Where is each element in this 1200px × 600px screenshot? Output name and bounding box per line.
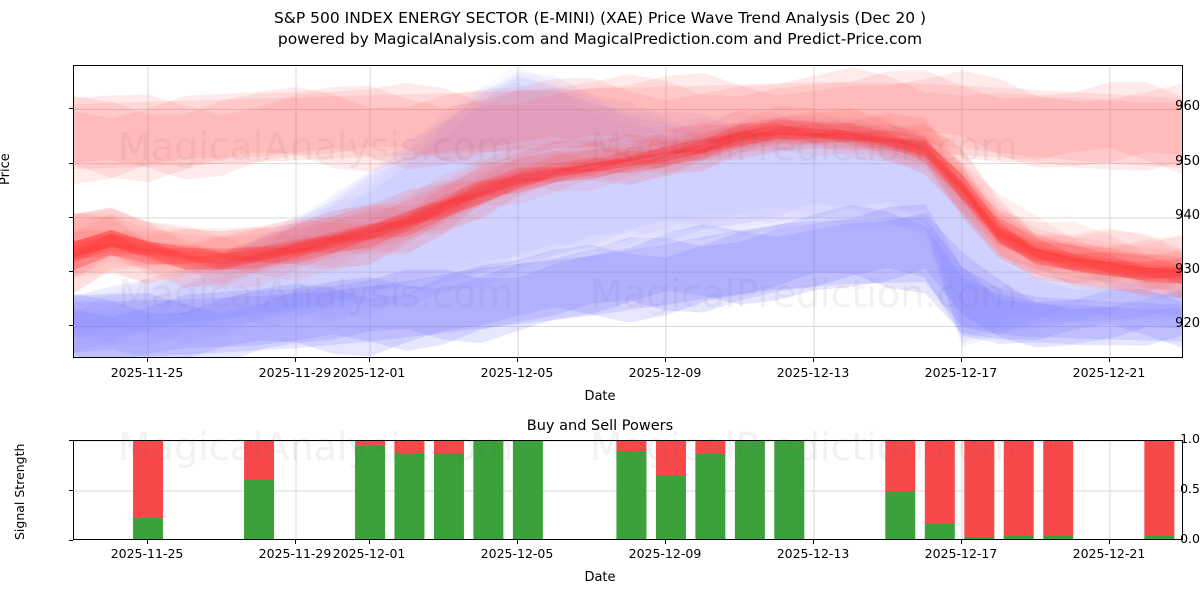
power-y-tick: 1.0 — [1180, 431, 1200, 446]
price-x-tickmark — [147, 358, 149, 362]
power-x-tick: 2025-12-05 — [480, 546, 554, 561]
price-y-tick: 920 — [1175, 316, 1200, 332]
power-x-tick: 2025-12-09 — [628, 546, 702, 561]
price-wave-svg — [74, 66, 1182, 357]
power-x-tick: 2025-11-25 — [110, 546, 184, 561]
power-x-tick: 2025-12-21 — [1072, 546, 1146, 561]
price-x-tickmark — [295, 358, 296, 362]
power-y-tickmark — [69, 540, 73, 541]
price-y-tick: 940 — [1175, 207, 1200, 223]
power-x-tickmark — [664, 540, 666, 544]
power-x-tick: 2025-12-13 — [776, 546, 850, 561]
power-chart-title: Buy and Sell Powers — [526, 418, 674, 434]
price-x-axis-title: Date — [584, 389, 616, 404]
price-x-tickmark — [961, 358, 962, 362]
price-x-tick: 2025-12-17 — [924, 365, 998, 380]
price-y-tick: 960 — [1175, 99, 1200, 115]
power-x-tick: 2025-11-29 — [258, 546, 332, 561]
power-x-tickmark — [813, 540, 815, 544]
power-y-tickmark — [69, 440, 73, 441]
price-x-tick: 2025-12-13 — [776, 365, 850, 380]
power-y-tick: 0.5 — [1180, 481, 1200, 496]
price-axis-label: Price — [0, 153, 13, 185]
power-x-tickmark — [517, 540, 518, 544]
title-line-1: S&P 500 INDEX ENERGY SECTOR (E-MINI) (XA… — [273, 9, 927, 27]
price-y-tickmark — [69, 216, 73, 218]
power-x-tick: 2025-12-17 — [924, 546, 998, 561]
buy-sell-power-svg — [74, 441, 1182, 539]
power-y-tickmark — [69, 490, 73, 491]
price-x-tick: 2025-11-25 — [110, 365, 184, 380]
power-x-tickmark — [295, 540, 296, 544]
power-x-tick: 2025-12-01 — [332, 546, 406, 561]
price-y-tickmark — [69, 162, 73, 164]
title-line-2: powered by MagicalAnalysis.com and Magic… — [277, 30, 923, 48]
price-x-tick: 2025-11-29 — [258, 365, 332, 380]
price-x-tickmark — [1108, 358, 1110, 362]
price-x-tickmark — [369, 358, 371, 362]
price-x-tickmark — [664, 358, 666, 362]
price-x-tick: 2025-12-21 — [1072, 365, 1146, 380]
price-y-tickmark — [69, 271, 73, 273]
page-title: S&P 500 INDEX ENERGY SECTOR (E-MINI) (XA… — [0, 8, 1200, 50]
power-x-tickmark — [961, 540, 962, 544]
price-y-tick: 950 — [1175, 153, 1200, 169]
power-chart-plot-area — [73, 440, 1183, 540]
price-x-tick: 2025-12-09 — [628, 365, 702, 380]
price-y-tick: 930 — [1175, 262, 1200, 278]
power-x-tickmark — [369, 540, 371, 544]
price-x-tickmark — [813, 358, 815, 362]
price-y-tickmark — [69, 108, 73, 110]
power-y-tick: 0.0 — [1180, 531, 1200, 546]
signal-strength-axis-label: Signal Strength — [12, 443, 27, 540]
price-x-tick: 2025-12-05 — [480, 365, 554, 380]
price-x-tickmark — [517, 358, 518, 362]
price-y-tickmark — [69, 325, 73, 327]
power-x-axis-title: Date — [584, 570, 616, 585]
price-x-tick: 2025-12-01 — [332, 365, 406, 380]
price-chart-plot-area — [73, 65, 1183, 358]
power-x-tickmark — [147, 540, 149, 544]
power-x-tickmark — [1108, 540, 1110, 544]
